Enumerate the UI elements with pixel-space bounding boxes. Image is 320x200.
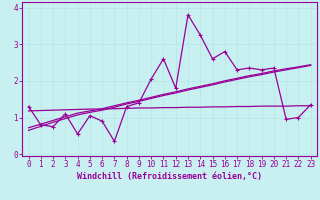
X-axis label: Windchill (Refroidissement éolien,°C): Windchill (Refroidissement éolien,°C) bbox=[77, 172, 262, 181]
